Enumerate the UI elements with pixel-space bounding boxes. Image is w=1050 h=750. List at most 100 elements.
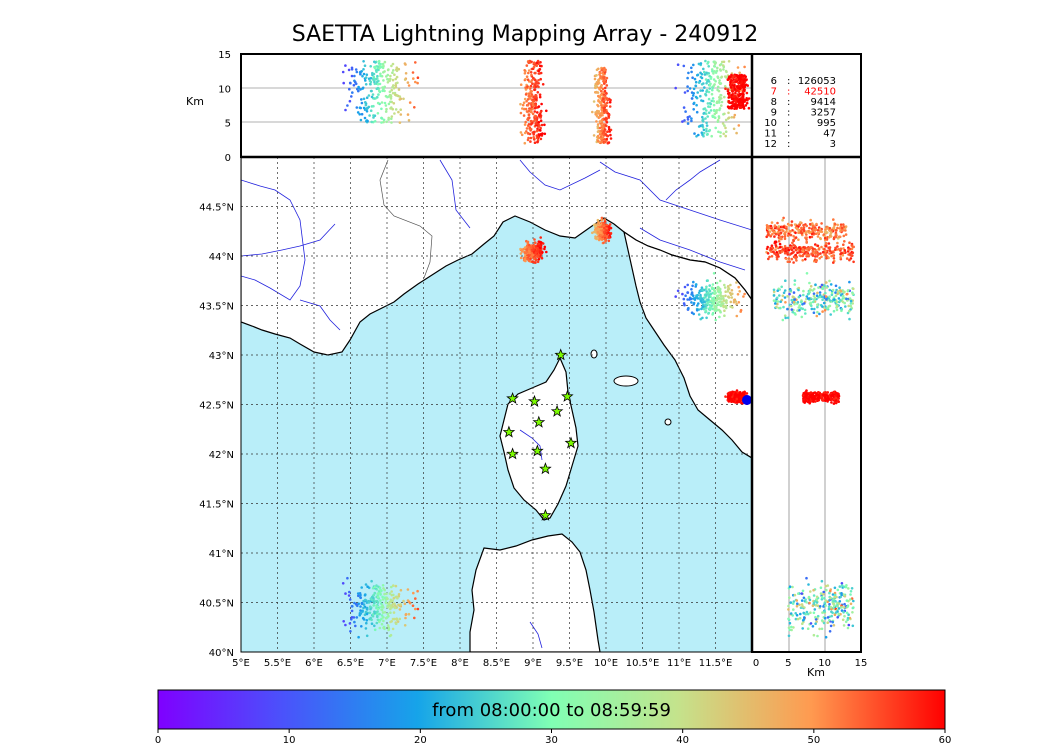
lightning-source bbox=[404, 616, 407, 620]
lightning-source bbox=[596, 139, 600, 143]
lightning-source bbox=[699, 71, 702, 75]
lightning-source bbox=[807, 595, 811, 599]
lightning-source bbox=[714, 126, 717, 130]
lightning-source bbox=[776, 221, 779, 225]
lightning-source bbox=[532, 244, 536, 247]
lightning-source bbox=[387, 102, 391, 106]
lightning-source bbox=[736, 66, 740, 69]
lightning-source bbox=[725, 70, 728, 74]
lightning-source bbox=[735, 389, 739, 392]
lightning-source bbox=[386, 81, 390, 84]
lightning-source bbox=[605, 92, 608, 95]
lightning-source bbox=[369, 616, 373, 620]
lightning-source bbox=[747, 106, 751, 110]
lightning-source bbox=[686, 291, 690, 294]
lightning-source bbox=[741, 76, 745, 80]
lightning-source bbox=[705, 89, 709, 92]
lightning-source bbox=[389, 100, 392, 104]
lightning-source bbox=[843, 301, 846, 305]
lightning-source bbox=[819, 236, 822, 240]
lightning-source bbox=[821, 287, 825, 291]
lightning-source bbox=[360, 112, 364, 116]
lightning-source bbox=[730, 93, 734, 97]
lightning-source bbox=[348, 87, 351, 91]
lightning-source bbox=[348, 622, 352, 625]
capraia-island bbox=[590, 349, 598, 359]
lightning-source bbox=[602, 123, 606, 126]
lightning-source bbox=[355, 106, 359, 109]
lightning-source bbox=[833, 595, 836, 599]
lightning-source bbox=[539, 126, 542, 130]
lightning-source bbox=[530, 90, 533, 93]
lightning-source bbox=[815, 620, 818, 623]
lightning-source bbox=[825, 241, 828, 245]
lightning-source bbox=[706, 302, 709, 305]
lightning-source bbox=[797, 306, 801, 309]
legend-level: 8 bbox=[771, 97, 777, 108]
lightning-source bbox=[804, 258, 807, 261]
lightning-source bbox=[366, 585, 369, 588]
lightning-source bbox=[830, 394, 834, 397]
lightning-source bbox=[600, 68, 603, 72]
lightning-source bbox=[414, 80, 417, 84]
x-tick-label: 10.5°E bbox=[626, 658, 660, 669]
lightning-source bbox=[349, 630, 352, 633]
lightning-source bbox=[735, 302, 738, 306]
lightning-source bbox=[824, 250, 827, 253]
lightning-source bbox=[710, 134, 713, 138]
lightning-source bbox=[715, 294, 719, 298]
lightning-source bbox=[821, 310, 824, 313]
lightning-source bbox=[391, 627, 395, 631]
lightning-source bbox=[784, 279, 787, 283]
lightning-source bbox=[594, 91, 598, 94]
x-tick-label: 10°E bbox=[594, 658, 618, 669]
lightning-source bbox=[399, 588, 403, 592]
y-tick-label: 44.5°N bbox=[199, 203, 234, 214]
lightning-source bbox=[769, 248, 773, 251]
lightning-source bbox=[697, 81, 701, 84]
lightning-source bbox=[735, 397, 739, 401]
lightning-source bbox=[841, 253, 845, 257]
lightning-source bbox=[815, 601, 819, 604]
lightning-source bbox=[378, 626, 382, 630]
lightning-source bbox=[790, 257, 794, 261]
lightning-source bbox=[802, 392, 805, 395]
lightning-source bbox=[529, 140, 532, 143]
lightning-source bbox=[699, 297, 702, 301]
lightning-source bbox=[363, 613, 367, 616]
lightning-source bbox=[809, 611, 812, 614]
lightning-source bbox=[359, 71, 362, 74]
lightning-source bbox=[796, 617, 800, 621]
lightning-source bbox=[524, 107, 528, 111]
lightning-source bbox=[350, 74, 354, 78]
lightning-source bbox=[776, 231, 780, 234]
lightning-source bbox=[702, 107, 705, 111]
lightning-source bbox=[701, 115, 704, 119]
lightning-source bbox=[819, 252, 822, 255]
lightning-source bbox=[716, 285, 720, 289]
lightning-source bbox=[702, 67, 705, 71]
lightning-source bbox=[805, 230, 809, 233]
lightning-source bbox=[811, 289, 814, 292]
lightning-source bbox=[724, 118, 728, 122]
lightning-source bbox=[785, 225, 788, 229]
lightning-source bbox=[536, 140, 539, 144]
lightning-source bbox=[818, 312, 821, 316]
lightning-source bbox=[738, 80, 742, 83]
lightning-source bbox=[609, 133, 612, 137]
lightning-source bbox=[598, 73, 601, 76]
lightning-source bbox=[730, 104, 734, 108]
lightning-source bbox=[354, 82, 358, 86]
lightning-source bbox=[690, 301, 693, 304]
lightning-source bbox=[826, 621, 829, 624]
lightning-source bbox=[536, 260, 540, 264]
lightning-source bbox=[364, 598, 367, 602]
lightning-source bbox=[701, 119, 704, 122]
lightning-source bbox=[526, 138, 530, 142]
lightning-source bbox=[608, 100, 612, 104]
lightning-source bbox=[725, 299, 728, 303]
lightning-source bbox=[366, 106, 369, 110]
lightning-source bbox=[395, 618, 399, 622]
lightning-source bbox=[383, 89, 386, 93]
lightning-source bbox=[606, 130, 609, 133]
